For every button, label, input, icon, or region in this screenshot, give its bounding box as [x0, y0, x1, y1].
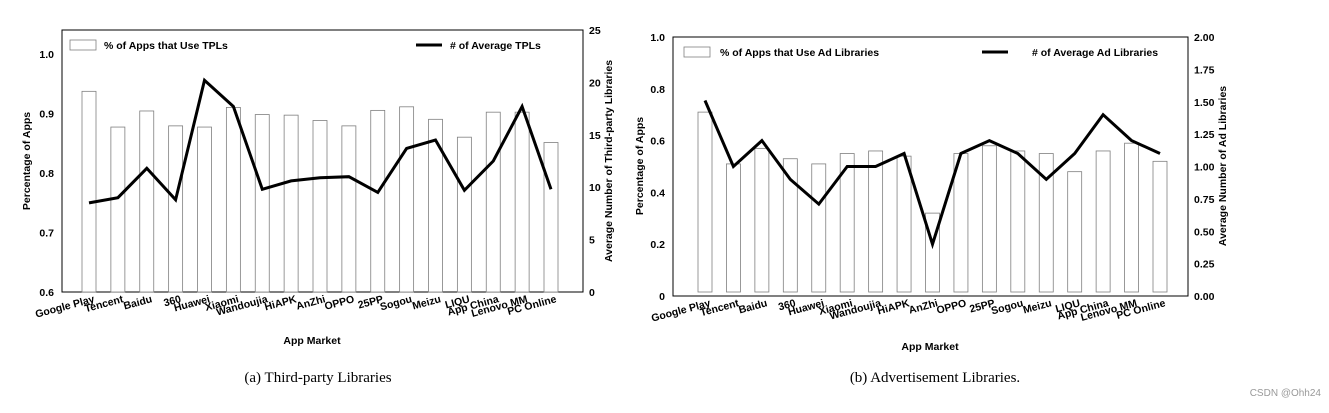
chart-b-bar — [1038, 153, 1054, 293]
chart-b-legend-bar-swatch — [683, 46, 711, 58]
chart-a-left-tick-label: 0.6 — [39, 287, 54, 299]
chart-a-right-tick-label: 25 — [589, 25, 601, 37]
chart-b-caption: (b) Advertisement Libraries. — [850, 370, 1020, 386]
chart-b-legend-bar-label: % of Apps that Use Ad Libraries — [720, 47, 879, 59]
chart-b-bar — [782, 158, 798, 293]
chart-b-bar — [1124, 142, 1139, 293]
chart-b-category-label: Sogou — [990, 297, 1025, 317]
chart-a-right-tick-label: 15 — [589, 130, 601, 142]
chart-a-category-label: Meizu — [411, 293, 442, 312]
chart-a-bar — [514, 111, 530, 293]
chart-a-category-label: AnZhi — [295, 293, 327, 312]
chart-b-right-tick-label: 0.75 — [1194, 194, 1215, 206]
chart-a-bar — [485, 111, 501, 293]
chart-a-bar — [81, 90, 97, 293]
chart-b-plot-area — [672, 36, 1189, 297]
chart-b-right-tick-label: 2.00 — [1194, 32, 1215, 44]
chart-b-bar — [754, 147, 770, 293]
chart-b-left-tick-label: 1.0 — [650, 32, 665, 44]
chart-a-ylabel-right: Average Number of Third-party Libraries — [603, 60, 615, 262]
chart-a-bar — [312, 120, 328, 293]
chart-a-legend-line-label: # of Average TPLs — [450, 40, 541, 52]
chart-a-right-tick-label: 20 — [589, 77, 601, 89]
chart-b-category-label: AnZhi — [907, 297, 939, 316]
chart-a-right-tick-label: 0 — [589, 287, 595, 299]
chart-b-right-tick-label: 1.00 — [1194, 162, 1215, 174]
chart-a-bar — [139, 110, 155, 293]
chart-a-left-tick-label: 0.9 — [39, 108, 54, 120]
chart-a-bar — [399, 106, 415, 293]
chart-a-bar — [197, 126, 212, 293]
chart-a-left-tick-label: 0.7 — [39, 227, 54, 239]
chart-b: 0 0.2 0.4 0.6 0.8 1.0 0.00 0.25 0.50 0.75 1.00 1.2… — [634, 32, 1229, 386]
watermark: CSDN @Ohh24 — [1250, 388, 1322, 399]
chart-a-bar — [341, 125, 357, 293]
chart-a-right-tick-label: 10 — [589, 182, 601, 194]
chart-a-bar — [370, 109, 386, 293]
chart-b-left-tick-label: 0.8 — [650, 84, 665, 96]
chart-b-left-tick-label: 0 — [659, 291, 665, 303]
chart-a-caption: (a) Third-party Libraries — [244, 370, 391, 386]
chart-b-ylabel-left: Percentage of Apps — [634, 117, 646, 215]
chart-b-bar — [896, 155, 912, 293]
chart-a-legend-bar-swatch — [69, 39, 97, 51]
chart-b-series-line — [703, 99, 1161, 250]
chart-b-left-tick-label: 0.6 — [650, 136, 665, 148]
chart-b-ylabel-right: Average Number of Ad Libraries — [1217, 86, 1229, 246]
chart-b-bar — [1095, 150, 1111, 293]
chart-b-category-label: OPPO — [935, 297, 967, 316]
chart-b-bar — [981, 145, 997, 293]
chart-b-xlabel: App Market — [901, 341, 959, 353]
chart-b-left-tick-label: 0.4 — [650, 187, 665, 199]
chart-a-category-label: 360 — [162, 293, 182, 309]
chart-a-bar — [168, 125, 184, 293]
chart-a-category-label: HiAPK — [263, 293, 298, 313]
chart-a-bar — [110, 126, 126, 293]
chart-b-right-tick-label: 1.25 — [1194, 129, 1215, 141]
chart-b-bar — [1067, 171, 1083, 293]
chart-b-category-label: Baidu — [737, 297, 768, 316]
chart-a-bar — [543, 142, 559, 293]
chart-a-category-label: Sogou — [379, 293, 414, 313]
chart-a-bar — [225, 107, 241, 293]
chart-b-right-tick-label: 1.75 — [1194, 64, 1215, 76]
chart-b-bar — [811, 163, 827, 293]
chart-a-bar — [254, 114, 270, 293]
chart-a-bar — [283, 114, 299, 293]
chart-b-left-tick-label: 0.2 — [650, 239, 665, 251]
chart-b-right-tick-label: 0.00 — [1194, 291, 1215, 303]
chart-b-legend-line-label: # of Average Ad Libraries — [1032, 47, 1158, 59]
chart-a-category-label: Baidu — [122, 293, 153, 312]
chart-a-bar — [456, 136, 472, 293]
chart-b-right-tick-label: 0.50 — [1194, 226, 1215, 238]
chart-b-right-tick-label: 1.50 — [1194, 97, 1215, 109]
chart-b-bar — [726, 163, 741, 293]
chart-b-bar — [697, 111, 713, 293]
chart-a-right-tick-label: 5 — [589, 235, 595, 247]
chart-b-bar — [1010, 150, 1026, 293]
chart-a-xlabel: App Market — [283, 335, 341, 347]
chart-a-left-tick-label: 0.8 — [39, 168, 54, 180]
chart-b-bar — [953, 153, 969, 293]
chart-b-category-label: HiAPK — [876, 297, 911, 317]
chart-a-bar — [428, 118, 443, 293]
chart-b-bar — [868, 150, 884, 293]
chart-a-category-label: OPPO — [323, 293, 355, 312]
chart-b-right-tick-label: 0.25 — [1194, 259, 1215, 271]
chart-a-left-tick-label: 1.0 — [39, 49, 54, 61]
chart-a-legend-bar-label: % of Apps that Use TPLs — [104, 40, 228, 52]
chart-b-category-label: Meizu — [1022, 297, 1053, 316]
chart-b-bar — [1152, 160, 1168, 293]
chart-a-ylabel-left: Percentage of Apps — [21, 112, 33, 210]
chart-b-category-label: 360 — [777, 297, 797, 313]
chart-b-bar — [839, 153, 855, 293]
chart-a-series-line — [88, 77, 553, 205]
